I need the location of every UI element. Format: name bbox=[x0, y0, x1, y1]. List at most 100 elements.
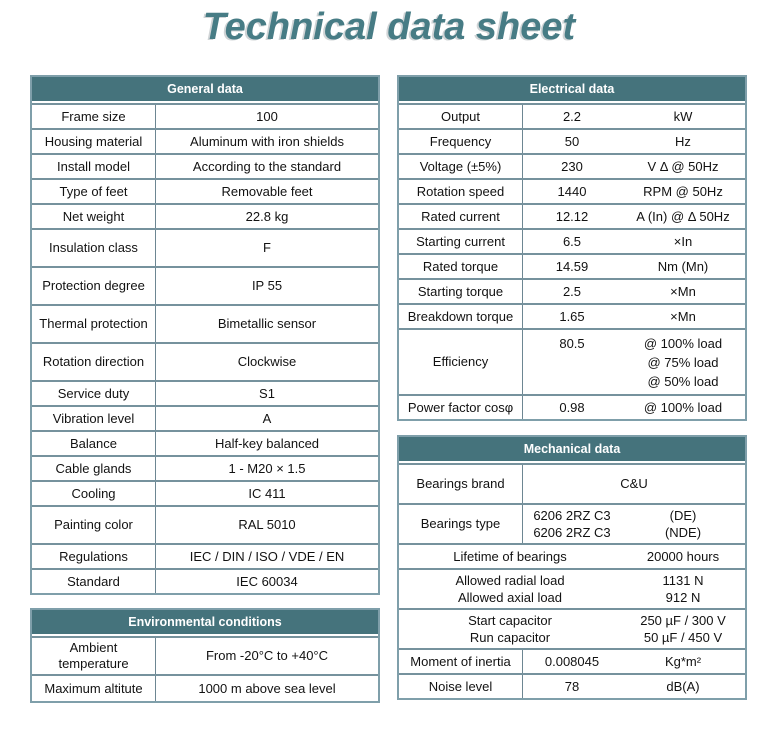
unit-line: @ 100% load bbox=[643, 335, 723, 351]
unit-line: @ 50% load bbox=[647, 373, 719, 389]
row-label: Type of feet bbox=[32, 180, 156, 203]
row-label: Rotation speed bbox=[399, 180, 523, 203]
unit-line: (DE) bbox=[669, 508, 697, 523]
page-title: Technical data sheet bbox=[202, 6, 576, 48]
table-row: Starting current 6.5 ×In bbox=[399, 228, 745, 253]
row-value: 20000 hours bbox=[646, 548, 720, 564]
row-label: Install model bbox=[32, 155, 156, 178]
row-unit: dB(A) bbox=[666, 678, 700, 694]
mechanical-data-header: Mechanical data bbox=[399, 437, 745, 463]
row-value: 0.008045 bbox=[544, 653, 600, 669]
value-line: 1131 N bbox=[662, 573, 704, 588]
table-row: Voltage (±5%) 230 V Δ @ 50Hz bbox=[399, 153, 745, 178]
row-value: 1000 m above sea level bbox=[198, 680, 336, 696]
row-value: IEC 60034 bbox=[236, 573, 298, 589]
row-unit: Hz bbox=[675, 133, 691, 149]
row-value: A bbox=[262, 410, 272, 426]
row-value: 12.12 bbox=[555, 208, 589, 224]
row-value: 6.5 bbox=[562, 233, 582, 249]
table-row: Power factor cosφ 0.98 @ 100% load bbox=[399, 394, 745, 419]
table-row: Rotation speed 1440 RPM @ 50Hz bbox=[399, 178, 745, 203]
row-label: Breakdown torque bbox=[399, 305, 523, 328]
table-row: Noise level 78 dB(A) bbox=[399, 673, 745, 698]
row-value: IC 411 bbox=[248, 485, 286, 501]
electrical-data-header: Electrical data bbox=[399, 77, 745, 103]
table-row: Balance Half-key balanced bbox=[32, 430, 378, 455]
row-unit: ×Mn bbox=[670, 308, 696, 324]
label-line: Allowed axial load bbox=[457, 590, 563, 605]
row-value: F bbox=[263, 240, 271, 255]
row-value: Half-key balanced bbox=[214, 435, 320, 451]
table-row: Rotation direction Clockwise bbox=[32, 342, 378, 380]
table-row-efficiency: Efficiency 80.5 @ 100% load @ 75% load @… bbox=[399, 328, 745, 394]
table-row: Rated torque 14.59 Nm (Mn) bbox=[399, 253, 745, 278]
table-row: Install model According to the standard bbox=[32, 153, 378, 178]
row-label: Efficiency bbox=[399, 330, 523, 394]
table-row: Ambient temperature From -20°C to +40°C bbox=[32, 636, 378, 674]
row-value: Clockwise bbox=[237, 354, 297, 369]
row-unit: ×Mn bbox=[670, 283, 696, 299]
row-label: Output bbox=[399, 105, 523, 128]
row-label: Rated torque bbox=[399, 255, 523, 278]
row-label: Regulations bbox=[32, 545, 156, 568]
row-label: Frame size bbox=[32, 105, 156, 128]
row-value: Aluminum with iron shields bbox=[190, 133, 344, 149]
row-label: Vibration level bbox=[32, 407, 156, 430]
row-value: Bimetallic sensor bbox=[217, 316, 317, 331]
table-row: Bearings type 6206 2RZ C3 6206 2RZ C3 (D… bbox=[399, 503, 745, 543]
row-value: Removable feet bbox=[221, 183, 313, 199]
label-line: Allowed radial load bbox=[455, 573, 565, 588]
row-label: Allowed radial load Allowed axial load bbox=[399, 570, 621, 608]
electrical-data-table: Electrical data Output 2.2 kW Frequency … bbox=[397, 75, 747, 421]
row-label: Standard bbox=[32, 570, 156, 593]
table-row: Start capacitor Run capacitor 250 µF / 3… bbox=[399, 608, 745, 648]
row-value: 1 - M20 × 1.5 bbox=[228, 460, 306, 476]
table-row: Regulations IEC / DIN / ISO / VDE / EN bbox=[32, 543, 378, 568]
label-line: Start capacitor bbox=[468, 613, 552, 628]
row-value: From -20°C to +40°C bbox=[205, 648, 329, 663]
table-row: Frequency 50 Hz bbox=[399, 128, 745, 153]
row-value: 100 bbox=[256, 108, 278, 124]
row-label: Housing material bbox=[32, 130, 156, 153]
row-value: C&U bbox=[620, 476, 648, 491]
table-row: Thermal protection Bimetallic sensor bbox=[32, 304, 378, 342]
table-row: Painting color RAL 5010 bbox=[32, 505, 378, 543]
row-unit: @ 100% load bbox=[643, 399, 723, 415]
row-label: Cooling bbox=[32, 482, 156, 505]
row-label: Cable glands bbox=[32, 457, 156, 480]
row-label: Ambient temperature bbox=[32, 638, 156, 674]
row-label: Frequency bbox=[399, 130, 523, 153]
value-line: 6206 2RZ C3 bbox=[533, 525, 611, 540]
row-value: IEC / DIN / ISO / VDE / EN bbox=[189, 548, 345, 564]
row-value: 6206 2RZ C3 6206 2RZ C3 bbox=[523, 505, 621, 543]
table-row: Allowed radial load Allowed axial load 1… bbox=[399, 568, 745, 608]
row-label: Bearings brand bbox=[399, 465, 523, 503]
row-unit: A (In) @ Δ 50Hz bbox=[636, 208, 730, 224]
row-label: Starting torque bbox=[399, 280, 523, 303]
row-label: Protection degree bbox=[32, 268, 156, 304]
row-value: 2.5 bbox=[562, 283, 582, 299]
row-label: Painting color bbox=[32, 507, 156, 543]
table-row: Output 2.2 kW bbox=[399, 103, 745, 128]
row-label: Rated current bbox=[399, 205, 523, 228]
row-unit: ×In bbox=[673, 233, 693, 249]
row-value: 22.8 kg bbox=[245, 208, 289, 224]
general-data-table: General data Frame size 100 Housing mate… bbox=[30, 75, 380, 595]
row-label: Moment of inertia bbox=[399, 650, 523, 673]
row-value: 50 bbox=[564, 133, 580, 149]
value-line: 250 µF / 300 V bbox=[640, 613, 726, 628]
row-unit: V Δ @ 50Hz bbox=[647, 158, 719, 174]
row-unit: Nm (Mn) bbox=[657, 258, 709, 274]
value-line: 50 µF / 450 V bbox=[643, 630, 723, 645]
table-row: Housing material Aluminum with iron shie… bbox=[32, 128, 378, 153]
row-label: Start capacitor Run capacitor bbox=[399, 610, 621, 648]
value-line: 6206 2RZ C3 bbox=[533, 508, 611, 523]
table-row: Rated current 12.12 A (In) @ Δ 50Hz bbox=[399, 203, 745, 228]
row-label: Starting current bbox=[399, 230, 523, 253]
table-row: Maximum altitute 1000 m above sea level bbox=[32, 674, 378, 701]
row-label: Bearings type bbox=[399, 505, 523, 543]
mechanical-data-table: Mechanical data Bearings brand C&U Beari… bbox=[397, 435, 747, 700]
row-unit: @ 100% load @ 75% load @ 50% load bbox=[621, 330, 745, 394]
row-value: RAL 5010 bbox=[238, 517, 296, 532]
